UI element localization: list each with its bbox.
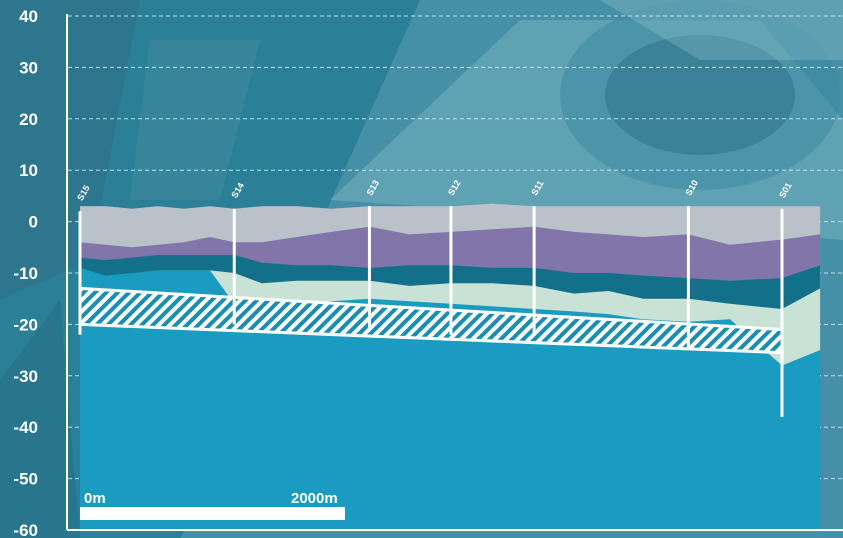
y-tick-label: 30 (19, 58, 38, 77)
y-axis: 40 30 20 10 0 -10 -20 -30 -40 -50 -60 (13, 7, 843, 538)
y-tick-label: 20 (19, 110, 38, 129)
y-tick-label: 10 (19, 161, 38, 180)
y-tick-label: -30 (13, 367, 38, 386)
y-tick-label: 0 (29, 213, 38, 232)
scale-bar-rect (80, 507, 345, 520)
y-tick-label: -50 (13, 470, 38, 489)
scale-end-label: 2000m (291, 490, 338, 507)
y-tick-label: -60 (13, 521, 38, 538)
y-tick-label: -40 (13, 418, 38, 437)
scale-start-label: 0m (84, 490, 106, 507)
scale-bar: 0m 2000m (80, 490, 345, 520)
y-tick-label: -20 (13, 315, 38, 334)
y-tick-label: -10 (13, 264, 38, 283)
y-tick-label: 40 (19, 7, 38, 26)
